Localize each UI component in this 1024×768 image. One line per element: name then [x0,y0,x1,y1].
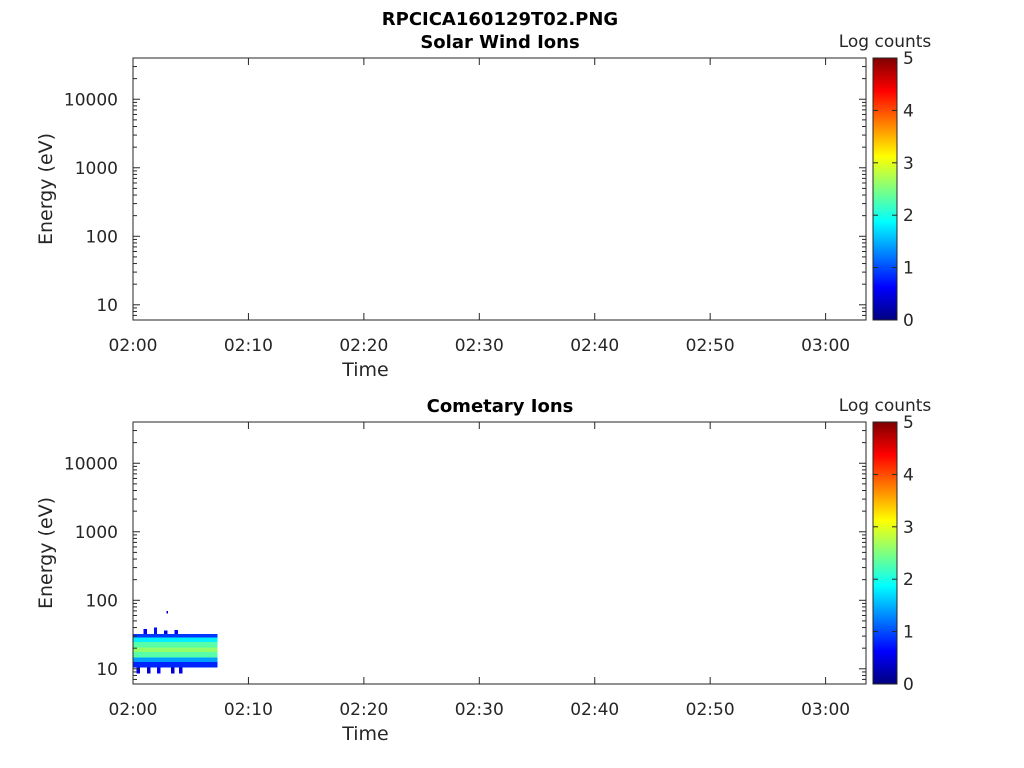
plot-frame [132,421,867,685]
colorbar-tick-label: 3 [903,518,914,538]
spectrogram-cell [136,667,140,674]
x-tick-label: 02:00 [109,700,158,720]
y-tick-label: 1000 [75,159,118,179]
spectrogram-cell [133,637,218,643]
colorbar-tick-label: 5 [903,49,914,69]
plot-frame [132,57,867,321]
x-tick-label: 02:30 [455,700,504,720]
colorbar-label: Log counts [839,32,932,52]
colorbar-tick-label: 0 [903,311,914,331]
spectrogram-cell [179,667,183,674]
x-tick-label: 02:30 [455,336,504,356]
y-tick-label: 10000 [64,454,118,474]
panel-title: Cometary Ions [427,396,574,417]
colorbar-tick-label: 1 [903,623,914,643]
spectrogram-cell [133,634,218,638]
spectrogram-cell [133,647,218,653]
x-tick-label: 02:20 [339,700,388,720]
colorbar-tick-label: 2 [903,206,914,226]
spectrogram-cell [157,667,161,674]
colorbar-gradient [872,421,898,685]
colorbar-tick-label: 1 [903,259,914,279]
spectrogram-cells [133,610,218,674]
panel-solar-wind-ions: Solar Wind Ions 02:00 02:10 02:20 02:30 02:40… [35,32,931,381]
spectrogram-cell [164,630,168,635]
y-axis-label: Energy (eV) [35,133,57,245]
spectrogram-cell [133,657,218,663]
spectrogram-cell [153,627,158,635]
spectrogram-cell [174,629,179,635]
x-tick-label: 02:50 [686,700,735,720]
colorbar: Log counts 0 1 2 3 4 5 [839,396,932,695]
spectrogram-cell [133,642,218,648]
spectrogram-cell [146,667,151,674]
y-axis-label: Energy (eV) [35,497,57,609]
colorbar-tick-label: 5 [903,413,914,433]
colorbar-label: Log counts [839,396,932,416]
x-axis-label: Time [341,723,389,745]
colorbar-tick-label: 4 [903,465,914,485]
x-tick-label: 02:50 [686,336,735,356]
x-tick-label: 03:00 [801,700,850,720]
colorbar: Log counts 0 1 2 3 4 5 [839,32,932,331]
spectrogram-cell [143,629,147,635]
x-tick-label: 02:40 [570,700,619,720]
x-tick-label: 02:10 [224,700,273,720]
y-tick-label: 10 [96,296,118,316]
x-tick-label: 02:20 [339,336,388,356]
y-tick-label: 100 [86,227,118,247]
x-tick-label: 03:00 [801,336,850,356]
y-tick-label: 10 [96,660,118,680]
colorbar-tick-label: 4 [903,101,914,121]
y-tick-label: 100 [86,591,118,611]
spectrogram-cell [171,667,175,674]
colorbar-tick-label: 3 [903,154,914,174]
x-tick-label: 02:00 [109,336,158,356]
spectrogram-cell [133,662,218,668]
panel-title: Solar Wind Ions [420,32,579,53]
spectrogram-cell [166,610,169,614]
x-axis-label: Time [341,359,389,381]
colorbar-gradient [872,57,898,321]
x-tick-label: 02:40 [570,336,619,356]
spectrogram-cell [133,652,218,658]
colorbar-tick-label: 0 [903,675,914,695]
figure-title: RPCICA160129T02.PNG [382,9,618,30]
colorbar-tick-label: 2 [903,570,914,590]
x-tick-label: 02:10 [224,336,273,356]
y-tick-label: 10000 [64,90,118,110]
y-tick-label: 1000 [75,523,118,543]
